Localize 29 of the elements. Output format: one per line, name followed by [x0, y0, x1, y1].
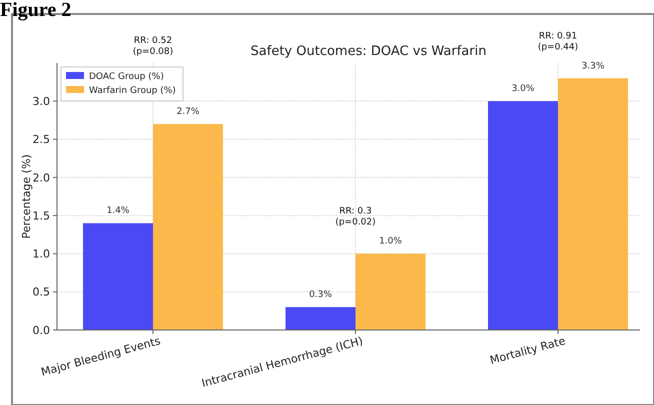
data-label: 0.3%	[309, 290, 332, 300]
x-tick-label: Mortality Rate	[488, 334, 567, 367]
legend-label: DOAC Group (%)	[89, 72, 164, 82]
annotation: RR: 0.3 (p=0.02)	[335, 206, 376, 228]
text: RR: 0.91 (p=0.44)	[538, 31, 578, 52]
bar	[83, 223, 153, 330]
text: RR: 0.52 (p=0.08)	[132, 36, 174, 57]
y-tick-label: 0.5	[32, 286, 50, 299]
data-label: 2.7%	[176, 107, 200, 118]
y-tick-label: 0.0	[32, 324, 50, 337]
data-label: 1.4%	[106, 206, 130, 216]
legend-label: Warfarin Group (%)	[89, 86, 176, 96]
x-tick-label: Major Bleeding Events	[40, 334, 162, 379]
bar	[153, 124, 223, 330]
bar	[488, 101, 558, 330]
bar	[558, 78, 628, 330]
data-label: 3.0%	[512, 84, 535, 94]
y-tick-label: 1.0	[32, 248, 50, 261]
data-label: 3.3%	[582, 61, 605, 72]
bar	[286, 307, 356, 330]
y-tick-label: 2.5	[32, 133, 50, 146]
y-tick-label: 2.0	[32, 171, 50, 184]
caption: Figure 2	[0, 0, 72, 21]
data-label: 1.0%	[379, 236, 402, 247]
y-axis-title: Percentage (%)	[20, 154, 33, 239]
y-tick-label: 1.5	[32, 209, 50, 222]
bar	[356, 254, 426, 330]
y-tick-label: 3.0	[32, 94, 50, 108]
chart-title: Safety Outcomes: DOAC vs Warfarin	[250, 44, 486, 59]
